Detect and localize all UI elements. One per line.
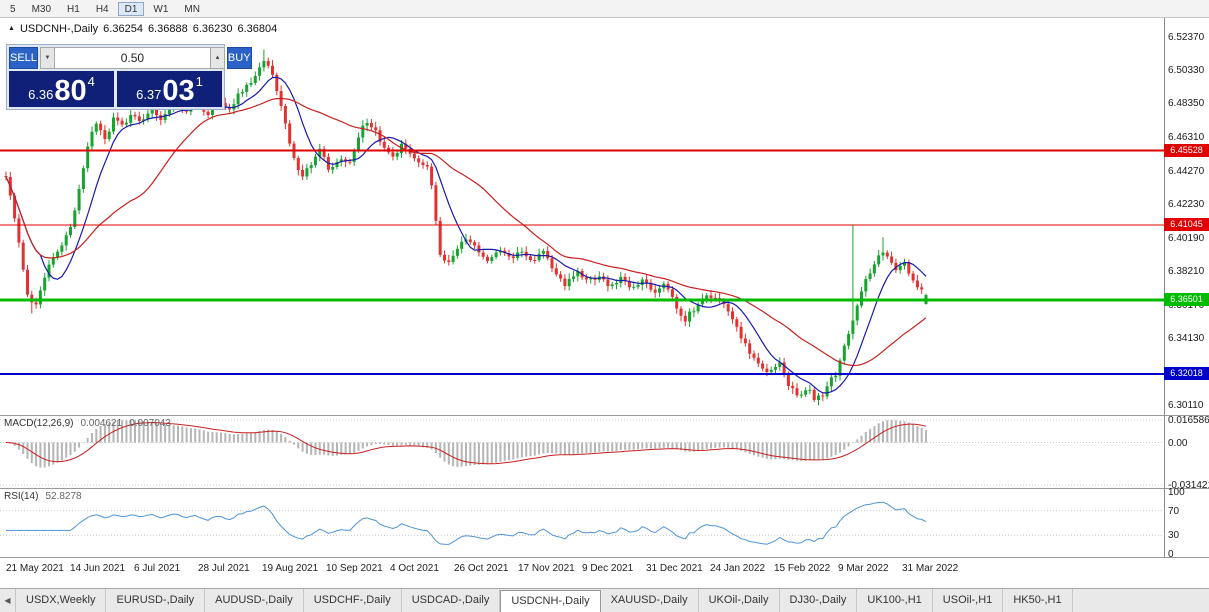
timeframe-button-h4[interactable]: H4 <box>89 2 116 16</box>
tab-scroll-left-button[interactable]: ◀ <box>0 589 16 612</box>
timeframe-button-d1[interactable]: D1 <box>117 1 145 16</box>
level-price-label: 6.36501 <box>1164 293 1209 306</box>
chart-tab-xauusd-daily[interactable]: XAUUSD-,Daily <box>601 589 699 612</box>
chart-tab-eurusd-daily[interactable]: EURUSD-,Daily <box>106 589 206 612</box>
chart-title-symbol: USDCNH-,Daily <box>19 23 99 35</box>
price-axis-tick: 6.38210 <box>1168 265 1205 277</box>
macd-name: MACD(12,26,9) <box>4 418 74 429</box>
date-axis-label: 28 Jul 2021 <box>198 563 250 574</box>
chart-tab-dj30-daily[interactable]: DJ30-,Daily <box>780 589 858 612</box>
rsi-axis-label: 0 <box>1168 549 1174 560</box>
level-lines[interactable] <box>0 149 1164 376</box>
date-axis-label: 10 Sep 2021 <box>326 563 383 574</box>
volume-increase-button[interactable]: ▲ <box>209 47 225 69</box>
price-axis-tick: 6.44270 <box>1168 165 1205 177</box>
symbol-marker-icon: ▲ <box>8 24 15 32</box>
date-axis-label: 15 Feb 2022 <box>774 563 831 574</box>
chart-tab-bar: ◀ USDX,Weekly EURUSD-,Daily AUDUSD-,Daily US… <box>0 588 1209 612</box>
date-axis-label: 14 Jun 2021 <box>70 563 126 574</box>
timeframe-button-mn[interactable]: MN <box>177 2 207 16</box>
buy-price-big: 03 <box>162 75 195 107</box>
timeframe-toolbar: 5 M30 H1 H4 D1 W1 MN <box>0 0 1209 18</box>
date-axis-label: 9 Mar 2022 <box>838 563 889 574</box>
sell-button[interactable]: SELL <box>9 47 38 69</box>
chart-tab-usdcnh-daily[interactable]: USDCNH-,Daily <box>500 590 601 612</box>
macd-indicator-label: MACD(12,26,9) 0.004621 0.007043 <box>4 418 171 429</box>
sell-price-main: 6.36 <box>28 87 54 102</box>
timeframe-button-w1[interactable]: W1 <box>146 2 175 16</box>
macd-value-1: 0.004621 <box>80 418 123 429</box>
volume-control: ▼ ▲ <box>39 47 225 69</box>
rsi-axis-label: 30 <box>1168 530 1180 542</box>
sell-price-display[interactable]: 6.36 80 4 <box>9 71 114 107</box>
date-axis-label: 31 Dec 2021 <box>646 563 703 574</box>
sell-price-sup: 4 <box>87 74 95 89</box>
rsi-indicator-label: RSI(14) 52.8278 <box>4 491 82 502</box>
volume-input[interactable] <box>54 47 210 69</box>
chart-title: ▲ USDCNH-,Daily 6.36254 6.36888 6.36230 … <box>8 23 277 35</box>
buy-price-main: 6.37 <box>136 87 162 102</box>
ma-slow-line <box>5 97 927 367</box>
chart-tab-uk100-h1[interactable]: UK100-,H1 <box>857 589 933 612</box>
chart-tab-usdx-weekly[interactable]: USDX,Weekly <box>16 589 107 612</box>
rsi-value: 52.8278 <box>45 491 82 502</box>
timeframe-button-m30[interactable]: M30 <box>25 2 58 16</box>
ohlc-high: 6.36888 <box>147 23 188 35</box>
sell-price-big: 80 <box>54 75 87 107</box>
price-axis-tick: 6.34130 <box>1168 333 1205 345</box>
timeframe-button-h1[interactable]: H1 <box>60 2 87 16</box>
macd-histogram <box>9 420 927 468</box>
volume-decrease-button[interactable]: ▼ <box>39 47 55 69</box>
price-axis-tick: 6.40190 <box>1168 233 1205 244</box>
price-axis-tick: 6.46310 <box>1168 131 1205 143</box>
chart-tab-hk50-h1[interactable]: HK50-,H1 <box>1003 589 1073 612</box>
chart-canvas[interactable] <box>0 18 1209 588</box>
chart-tab-ukoil-daily[interactable]: UKOil-,Daily <box>699 589 780 612</box>
timeframe-button-5[interactable]: 5 <box>3 2 23 16</box>
date-axis-label: 26 Oct 2021 <box>454 563 509 574</box>
macd-axis-label: -0.031421 <box>1168 480 1209 491</box>
date-axis-label: 24 Jan 2022 <box>710 563 766 574</box>
date-axis-label: 19 Aug 2021 <box>262 563 319 574</box>
date-axis-label: 4 Oct 2021 <box>390 563 439 574</box>
rsi-axis-label: 100 <box>1168 487 1185 498</box>
ohlc-low: 6.36230 <box>192 23 233 35</box>
date-axis-label: 17 Nov 2021 <box>518 563 575 574</box>
price-axis-tick: 6.42230 <box>1168 199 1205 211</box>
date-axis-label: 21 May 2021 <box>6 563 64 574</box>
buy-button[interactable]: BUY <box>226 47 252 69</box>
macd-value-2: 0.007043 <box>129 418 171 429</box>
buy-price-display[interactable]: 6.37 03 1 <box>117 71 222 107</box>
price-axis-tick: 6.48350 <box>1168 98 1205 109</box>
rsi-name: RSI(14) <box>4 491 39 502</box>
macd-axis-label: 0.00 <box>1168 437 1188 449</box>
rsi-line <box>6 501 927 545</box>
rsi-guides <box>0 510 1164 536</box>
price-axis-tick: 6.30110 <box>1168 399 1204 411</box>
price-axis-tick: 6.52370 <box>1168 31 1205 43</box>
ohlc-open: 6.36254 <box>103 23 143 35</box>
date-axis-label: 31 Mar 2022 <box>902 563 959 574</box>
macd-axis-label: 0.016586 <box>1168 415 1209 426</box>
chart-tab-usdchf-daily[interactable]: USDCHF-,Daily <box>304 589 402 612</box>
level-price-label: 6.45528 <box>1164 143 1209 157</box>
price-axis-tick: 6.50330 <box>1168 65 1205 77</box>
date-axis-label: 9 Dec 2021 <box>582 563 634 574</box>
chart-region: ▲ USDCNH-,Daily 6.36254 6.36888 6.36230 … <box>0 18 1209 588</box>
chart-tab-usdcad-daily[interactable]: USDCAD-,Daily <box>402 589 501 612</box>
ma-fast-line <box>5 76 927 394</box>
level-price-label: 6.32018 <box>1164 367 1209 381</box>
date-axis-label: 6 Jul 2021 <box>134 563 181 574</box>
rsi-axis-label: 70 <box>1168 505 1180 517</box>
pane-separators <box>0 18 1209 558</box>
chart-tab-usoil-h1[interactable]: USOil-,H1 <box>933 589 1004 612</box>
candles-layer <box>4 49 928 406</box>
chart-tab-audusd-daily[interactable]: AUDUSD-,Daily <box>205 589 304 612</box>
macd-signal-line <box>5 421 927 465</box>
level-price-label: 6.41045 <box>1164 217 1209 231</box>
ohlc-close: 6.36804 <box>237 23 278 35</box>
buy-price-sup: 1 <box>195 74 203 89</box>
